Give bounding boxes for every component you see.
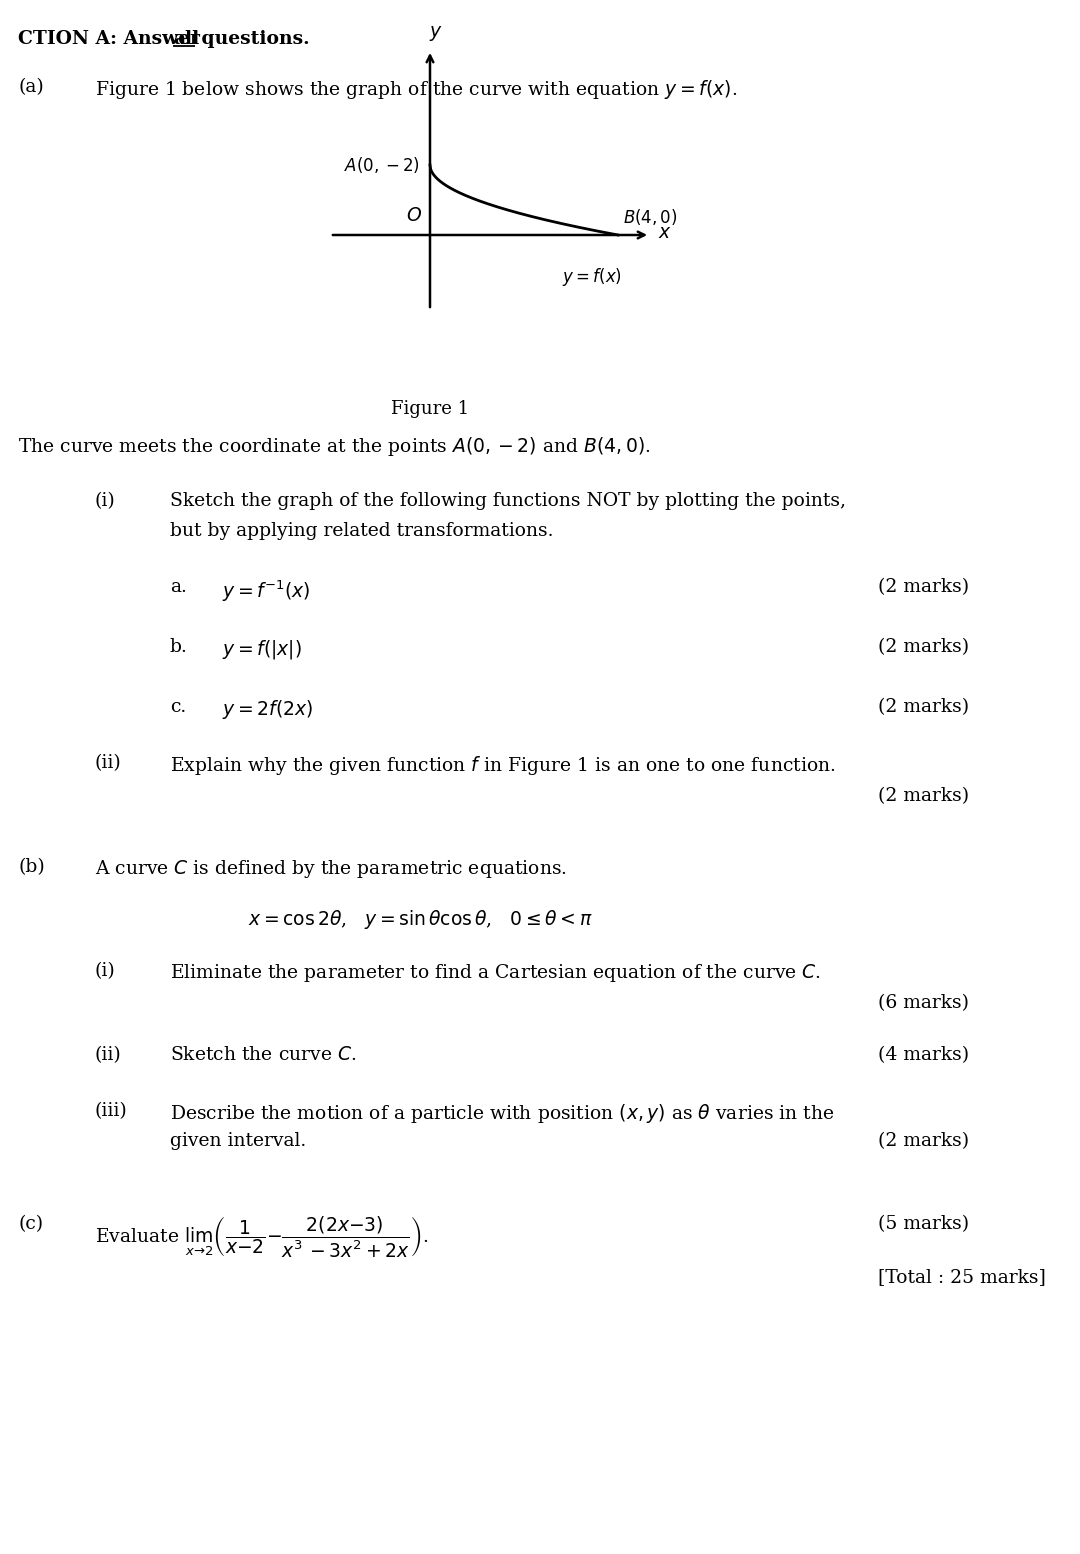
Text: (i): (i) [95, 962, 116, 981]
Text: $y = f(|x|)$: $y = f(|x|)$ [222, 639, 302, 660]
Text: $x = \cos 2\theta$,   $y = \sin\theta \cos\theta$,   $0 \leq \theta < \pi$: $x = \cos 2\theta$, $y = \sin\theta \cos… [248, 908, 593, 931]
Text: $A(0,-2)$: $A(0,-2)$ [345, 155, 420, 176]
Text: CTION A: Answer: CTION A: Answer [18, 30, 206, 48]
Text: given interval.: given interval. [170, 1131, 307, 1150]
Text: questions.: questions. [195, 30, 310, 48]
Text: Describe the motion of a particle with position $(x, y)$ as $\theta$ varies in t: Describe the motion of a particle with p… [170, 1102, 835, 1125]
Text: The curve meets the coordinate at the points $A(0, -2)$ and $B(4, 0)$.: The curve meets the coordinate at the po… [18, 435, 650, 458]
Text: (ii): (ii) [95, 754, 122, 772]
Text: (4 marks): (4 marks) [878, 1046, 969, 1064]
Text: (b): (b) [18, 858, 44, 876]
Text: $B(4,0)$: $B(4,0)$ [623, 207, 677, 227]
Text: A curve $C$ is defined by the parametric equations.: A curve $C$ is defined by the parametric… [95, 858, 567, 880]
Text: all: all [173, 30, 199, 48]
Text: b.: b. [170, 639, 188, 656]
Text: (6 marks): (6 marks) [878, 995, 969, 1012]
Text: Figure 1 below shows the graph of the curve with equation $y = f(x)$.: Figure 1 below shows the graph of the cu… [95, 78, 738, 101]
Text: $y = f^{-1}(x)$: $y = f^{-1}(x)$ [222, 578, 311, 603]
Text: $y$: $y$ [429, 23, 443, 44]
Text: (2 marks): (2 marks) [878, 578, 969, 597]
Text: Figure 1: Figure 1 [391, 399, 469, 418]
Text: (i): (i) [95, 493, 116, 510]
Text: (c): (c) [18, 1215, 43, 1232]
Text: [Total : 25 marks]: [Total : 25 marks] [878, 1268, 1045, 1287]
Text: but by applying related transformations.: but by applying related transformations. [170, 522, 554, 539]
Text: Explain why the given function $f$ in Figure 1 is an one to one function.: Explain why the given function $f$ in Fi… [170, 754, 836, 777]
Text: Eliminate the parameter to find a Cartesian equation of the curve $C$.: Eliminate the parameter to find a Cartes… [170, 962, 821, 984]
Text: $y = 2f(2x)$: $y = 2f(2x)$ [222, 698, 313, 721]
Text: a.: a. [170, 578, 187, 597]
Text: Sketch the graph of the following functions NOT by plotting the points,: Sketch the graph of the following functi… [170, 493, 846, 510]
Text: (2 marks): (2 marks) [878, 1131, 969, 1150]
Text: (a): (a) [18, 78, 44, 96]
Text: Evaluate $\lim_{x\to 2}\left(\dfrac{1}{x-2} - \dfrac{2(2x-3)}{x^3-3x^2+2x}\right: Evaluate $\lim_{x\to 2}\left(\dfrac{1}{x… [95, 1215, 429, 1260]
Text: $y = f(x)$: $y = f(x)$ [562, 266, 621, 289]
Text: c.: c. [170, 698, 186, 716]
Text: (2 marks): (2 marks) [878, 786, 969, 805]
Text: (2 marks): (2 marks) [878, 639, 969, 656]
Text: $O$: $O$ [406, 207, 422, 225]
Text: (iii): (iii) [95, 1102, 127, 1120]
Text: Sketch the curve $C$.: Sketch the curve $C$. [170, 1046, 356, 1064]
Text: (2 marks): (2 marks) [878, 698, 969, 716]
Text: (ii): (ii) [95, 1046, 122, 1064]
Text: $x$: $x$ [658, 224, 672, 242]
Text: (5 marks): (5 marks) [878, 1215, 969, 1232]
